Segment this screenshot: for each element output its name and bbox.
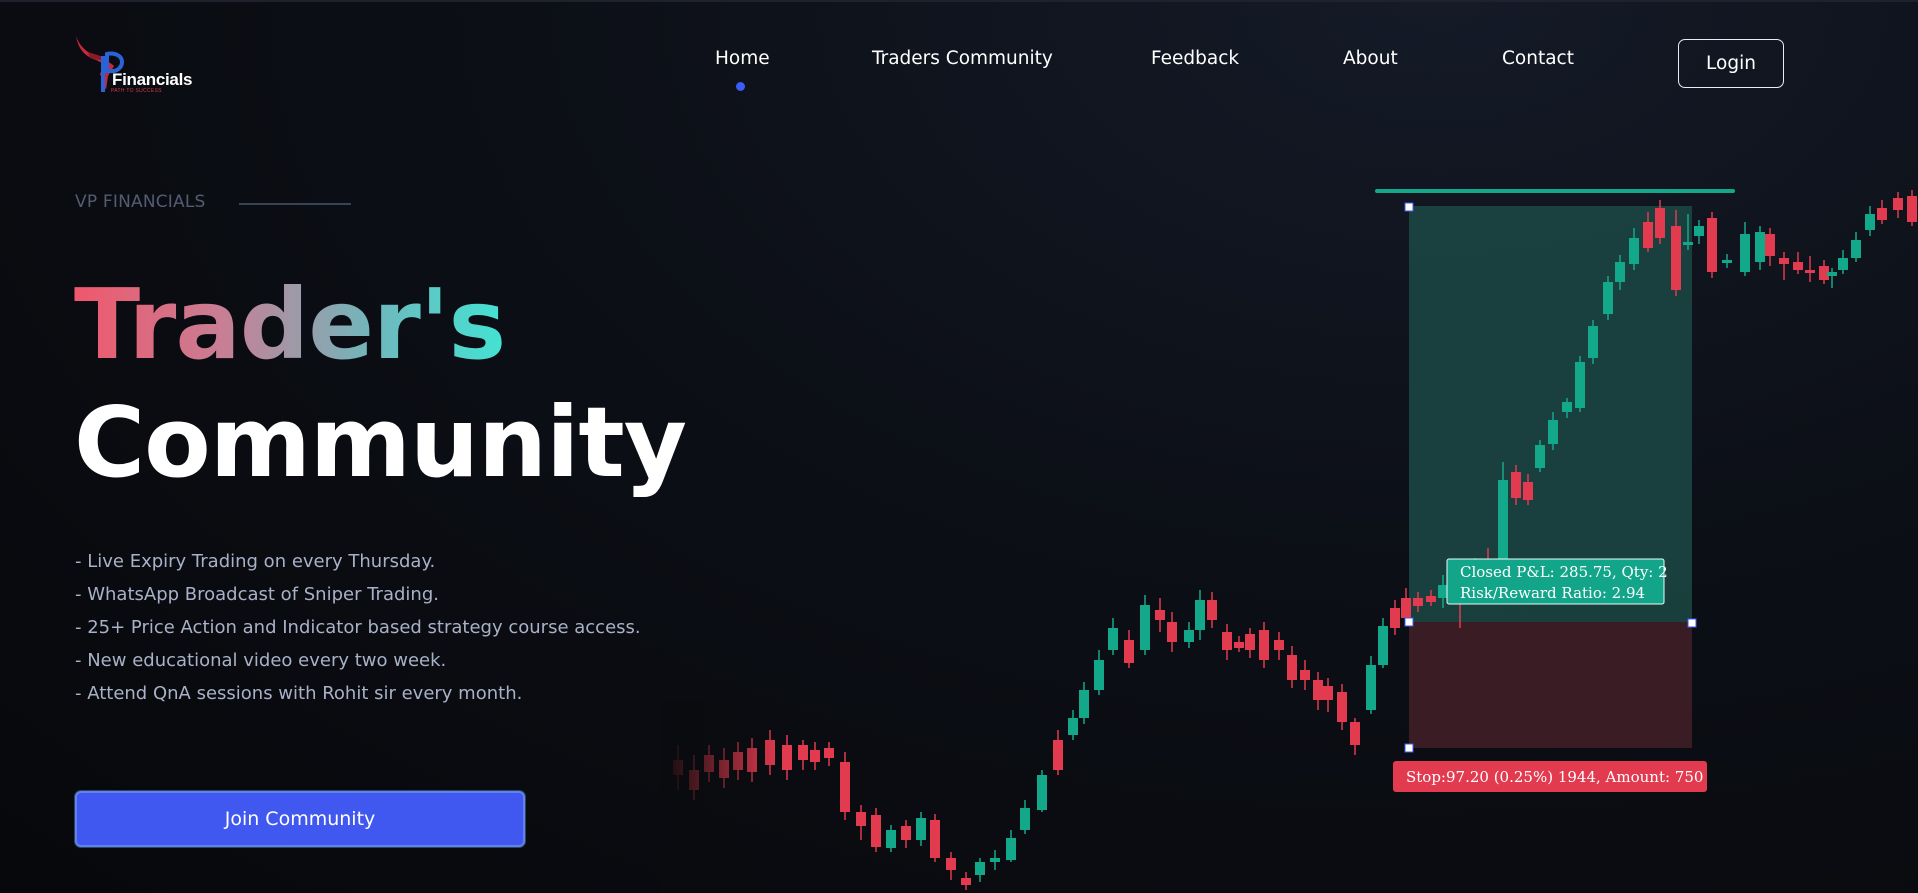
nav-about[interactable]: About xyxy=(1343,48,1398,69)
brand-name: Financials xyxy=(112,70,193,89)
top-border xyxy=(0,0,1918,2)
join-community-button[interactable]: Join Community xyxy=(75,791,525,847)
nav-home[interactable]: Home xyxy=(715,48,770,69)
hero-title-line1: Trader's xyxy=(74,268,506,381)
hero-kicker: VP FINANCIALS xyxy=(75,192,206,212)
position-handle-entry-right[interactable] xyxy=(1687,618,1697,628)
brand-tagline: PATH TO SUCCESS xyxy=(111,88,162,94)
nav-contact[interactable]: Contact xyxy=(1502,48,1574,69)
vp-bull-logo-icon xyxy=(76,36,125,92)
position-handle-entry-left[interactable] xyxy=(1404,617,1414,627)
feature-item: - 25+ Price Action and Indicator based s… xyxy=(75,617,641,638)
feature-item: - WhatsApp Broadcast of Sniper Trading. xyxy=(75,584,439,605)
nav-active-indicator xyxy=(736,82,745,91)
position-handle-stop[interactable] xyxy=(1404,743,1414,753)
nav-feedback[interactable]: Feedback xyxy=(1151,48,1240,69)
position-handle-top[interactable] xyxy=(1404,202,1414,212)
nav-traders-community[interactable]: Traders Community xyxy=(872,48,1053,69)
brand-logo[interactable]: Financials PATH TO SUCCESS xyxy=(74,34,204,96)
hero-title-line2: Community xyxy=(74,386,687,499)
feature-item: - New educational video every two week. xyxy=(75,650,447,671)
feature-item: - Attend QnA sessions with Rohit sir eve… xyxy=(75,683,523,704)
login-button[interactable]: Login xyxy=(1678,39,1784,88)
feature-item: - Live Expiry Trading on every Thursday. xyxy=(75,551,436,572)
feature-list: - Live Expiry Trading on every Thursday.… xyxy=(75,551,641,716)
kicker-divider xyxy=(239,203,351,205)
